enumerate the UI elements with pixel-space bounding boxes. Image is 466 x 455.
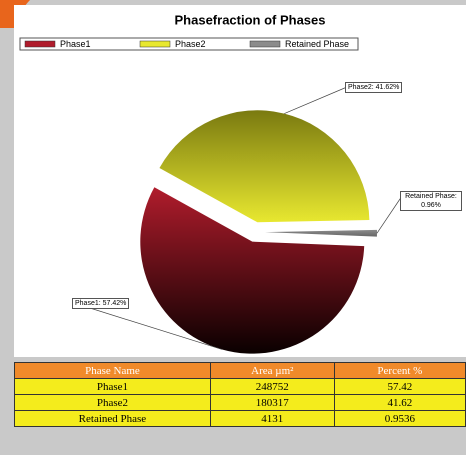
data-label: Retained Phase: 0.96% [400, 191, 462, 211]
table-cell: Retained Phase [14, 410, 211, 427]
leader-line [284, 86, 348, 114]
table-cell: 180317 [209, 394, 335, 411]
column-header: Phase Name [14, 362, 211, 379]
table-cell: 57.42 [333, 378, 466, 395]
column-header: Area µm² [209, 362, 335, 379]
pie-slice [140, 187, 365, 354]
table-cell: 4131 [209, 410, 335, 427]
legend-swatch [24, 40, 56, 48]
legend-swatch [249, 40, 281, 48]
data-label: Phase2: 41.62% [345, 82, 403, 93]
table-cell: Phase2 [14, 394, 211, 411]
table-cell: 41.62 [333, 394, 466, 411]
table-cell: 248752 [209, 378, 335, 395]
leader-line [73, 302, 223, 350]
legend-label: Phase2 [175, 39, 206, 49]
table-cell: Phase1 [14, 378, 211, 395]
pie-slice [264, 229, 377, 237]
legend-label: Retained Phase [285, 39, 349, 49]
leader-line [376, 195, 403, 234]
legend-swatch [139, 40, 171, 48]
pie-slice [159, 110, 370, 223]
legend-label: Phase1 [60, 39, 91, 49]
table-cell: 0.9536 [333, 410, 466, 427]
chart-title: Phasefraction of Phases [175, 12, 326, 27]
data-table: Phase Name Area µm² Percent % Phase1 248752 5… [14, 362, 466, 427]
column-header: Percent % [333, 362, 466, 379]
data-label: Phase1: 57.42% [72, 298, 130, 309]
